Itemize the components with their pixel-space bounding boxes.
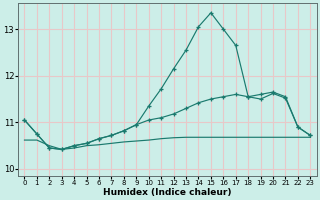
X-axis label: Humidex (Indice chaleur): Humidex (Indice chaleur) <box>103 188 232 197</box>
